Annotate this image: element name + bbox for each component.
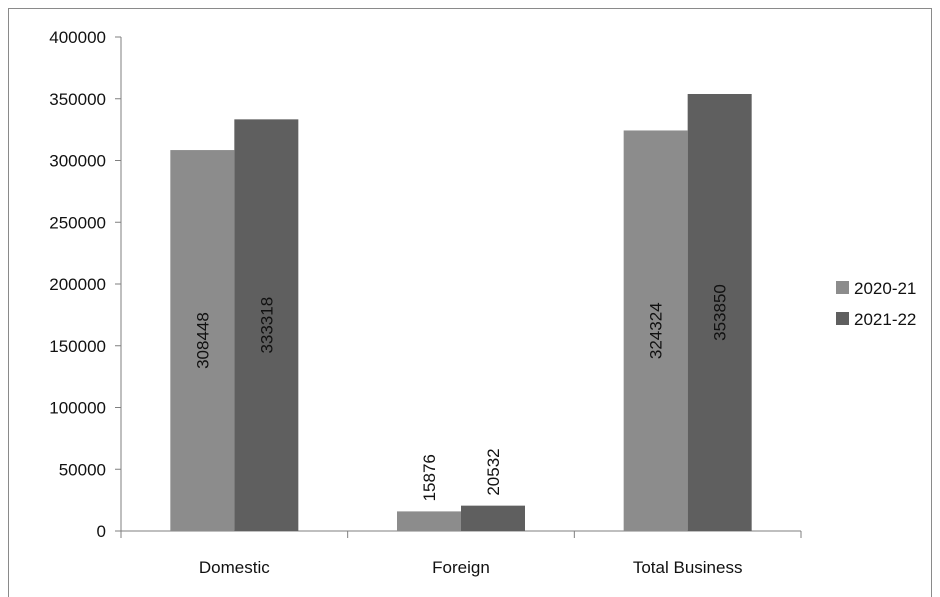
y-tick-label: 200000 [49, 275, 106, 294]
x-category-label: Foreign [432, 558, 490, 577]
y-tick-label: 50000 [59, 460, 106, 479]
x-category-label: Domestic [199, 558, 270, 577]
bar [461, 505, 525, 531]
y-tick-label: 100000 [49, 399, 106, 418]
y-tick-label: 400000 [49, 28, 106, 47]
data-label: 15876 [420, 454, 439, 501]
data-label: 333318 [257, 297, 276, 354]
data-label: 324324 [647, 302, 666, 359]
legend-swatch [836, 281, 849, 294]
bar [687, 93, 752, 532]
bar [623, 130, 688, 532]
y-tick-label: 0 [97, 522, 106, 541]
legend-swatch [836, 312, 849, 325]
y-tick-label: 300000 [49, 152, 106, 171]
bar [397, 511, 461, 531]
y-tick-label: 350000 [49, 90, 106, 109]
x-category-label: Total Business [633, 558, 743, 577]
data-label: 353850 [711, 284, 730, 341]
bar [170, 150, 235, 532]
y-tick-label: 150000 [49, 337, 106, 356]
chart-frame [8, 8, 932, 597]
legend-label: 2020-21 [854, 279, 916, 298]
y-tick-label: 250000 [49, 213, 106, 232]
bar [234, 119, 299, 532]
data-label: 20532 [484, 448, 503, 495]
legend-label: 2021-22 [854, 310, 916, 329]
data-label: 308448 [193, 312, 212, 369]
